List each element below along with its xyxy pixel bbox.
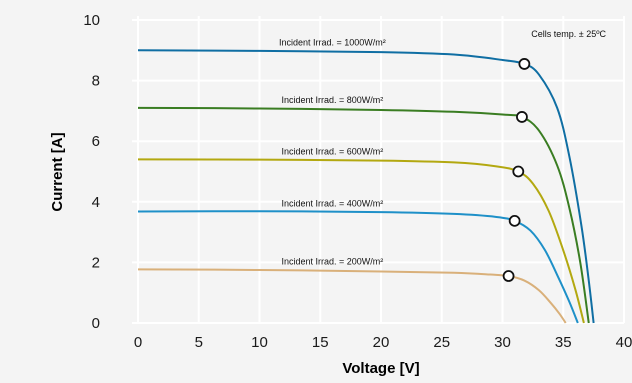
x-tick-label: 25 xyxy=(433,334,450,351)
x-tick-label: 40 xyxy=(616,334,632,351)
grid-layer xyxy=(132,16,625,324)
series-line-4 xyxy=(137,210,579,324)
y-tick-label: 0 xyxy=(92,315,100,332)
max-power-point-marker xyxy=(518,58,531,70)
max-power-point-marker xyxy=(502,270,515,282)
tick-layer: 0 5 10 15 20 25 30 35 40 0 2 4 6 8 10 xyxy=(83,12,632,351)
x-tick-label: 0 xyxy=(134,334,142,351)
max-power-point-marker xyxy=(512,165,525,178)
series-label-2: Incident Irrad. = 800W/m² xyxy=(282,95,384,105)
y-tick-label: 10 xyxy=(83,12,100,29)
x-axis-title: Voltage [V] xyxy=(342,360,419,377)
y-tick-label: 4 xyxy=(92,194,100,211)
series-label-5: Incident Irrad. = 200W/m² xyxy=(282,256,384,266)
y-axis-title: Current [A] xyxy=(49,132,66,211)
x-tick-label: 35 xyxy=(555,334,572,351)
y-tick-label: 2 xyxy=(92,254,100,271)
series-label-4: Incident Irrad. = 400W/m² xyxy=(282,198,384,208)
series-layer xyxy=(137,49,595,324)
series-line-5 xyxy=(137,268,567,324)
x-tick-label: 10 xyxy=(251,334,268,351)
y-tick-label: 6 xyxy=(92,133,100,150)
max-power-point-marker xyxy=(516,111,528,123)
x-tick-label: 20 xyxy=(373,334,390,351)
x-tick-label: 15 xyxy=(312,334,329,351)
y-tick-label: 8 xyxy=(92,73,100,90)
max-power-point-marker xyxy=(508,214,521,227)
series-label-1: Incident Irrad. = 1000W/m² xyxy=(279,37,386,47)
series-line-2 xyxy=(137,106,590,324)
cells-temp-annotation: Cells temp. ± 25ºC xyxy=(531,29,606,39)
label-layer: Incident Irrad. = 1000W/m² Incident Irrad… xyxy=(279,37,386,266)
x-tick-label: 5 xyxy=(195,334,203,351)
series-line-3 xyxy=(137,158,585,324)
x-tick-label: 30 xyxy=(494,334,511,351)
series-label-3: Incident Irrad. = 600W/m² xyxy=(282,146,384,156)
